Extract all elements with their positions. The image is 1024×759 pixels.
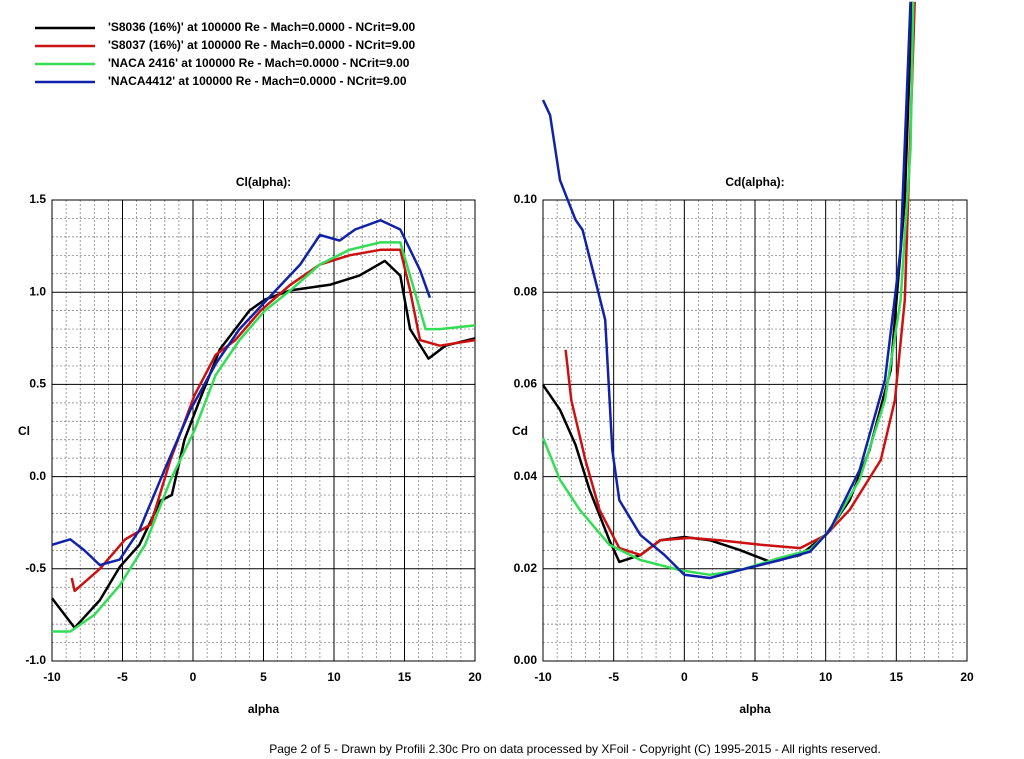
x-tick-label: 20: [960, 670, 974, 684]
y-tick-label: 1.5: [29, 192, 46, 206]
series-line: [541, 1, 912, 580]
x-tick-label: -10: [43, 670, 61, 684]
legend-label: 'NACA 2416' at 100000 Re - Mach=0.0000 -…: [108, 56, 410, 70]
y-tick-label: -1.0: [25, 653, 46, 667]
x-tick-label: -10: [534, 670, 552, 684]
x-tick-label: 0: [190, 670, 197, 684]
x-tick-label: 5: [260, 670, 267, 684]
x-tick-label: 15: [398, 670, 412, 684]
y-tick-label: 0.04: [514, 469, 538, 483]
legend-label: 'S8037 (16%)' at 100000 Re - Mach=0.0000…: [108, 38, 416, 52]
plot-frame: [542, 199, 968, 662]
x-axis-label: alpha: [248, 702, 280, 716]
y-tick-label: 0.0: [29, 469, 46, 483]
series-line: [70, 248, 476, 593]
series-line: [52, 241, 476, 633]
y-tick-label: 0.02: [514, 561, 538, 575]
y-tick-label: -0.5: [25, 561, 46, 575]
y-axis-label: Cd: [512, 424, 528, 438]
legend-label: 'NACA4412' at 100000 Re - Mach=0.0000 - …: [108, 74, 407, 88]
y-tick-label: 0.00: [514, 653, 538, 667]
x-tick-label: -5: [117, 670, 128, 684]
x-tick-label: 15: [890, 670, 904, 684]
series-line: [51, 219, 432, 567]
y-axis-label: Cl: [18, 424, 30, 438]
legend-label: 'S8036 (16%)' at 100000 Re - Mach=0.0000…: [108, 20, 416, 34]
footer: Page 2 of 5 - Drawn by Profili 2.30c Pro…: [269, 742, 881, 756]
x-tick-label: 0: [681, 670, 688, 684]
x-tick-label: 20: [468, 670, 482, 684]
plot-frame: [51, 199, 476, 662]
series-line: [564, 1, 916, 557]
y-tick-label: 0.10: [514, 192, 538, 206]
x-tick-label: 5: [752, 670, 759, 684]
x-tick-label: 10: [819, 670, 833, 684]
x-axis-label: alpha: [739, 702, 771, 716]
chart-title: Cd(alpha):: [725, 175, 784, 189]
series-line: [51, 259, 476, 630]
y-tick-label: 1.0: [29, 284, 46, 298]
chart-title: Cl(alpha):: [236, 175, 291, 189]
y-tick-label: 0.5: [29, 377, 46, 391]
x-tick-label: 10: [327, 670, 341, 684]
x-tick-label: -5: [608, 670, 619, 684]
y-tick-label: 0.08: [514, 284, 538, 298]
y-tick-label: 0.06: [514, 377, 538, 391]
